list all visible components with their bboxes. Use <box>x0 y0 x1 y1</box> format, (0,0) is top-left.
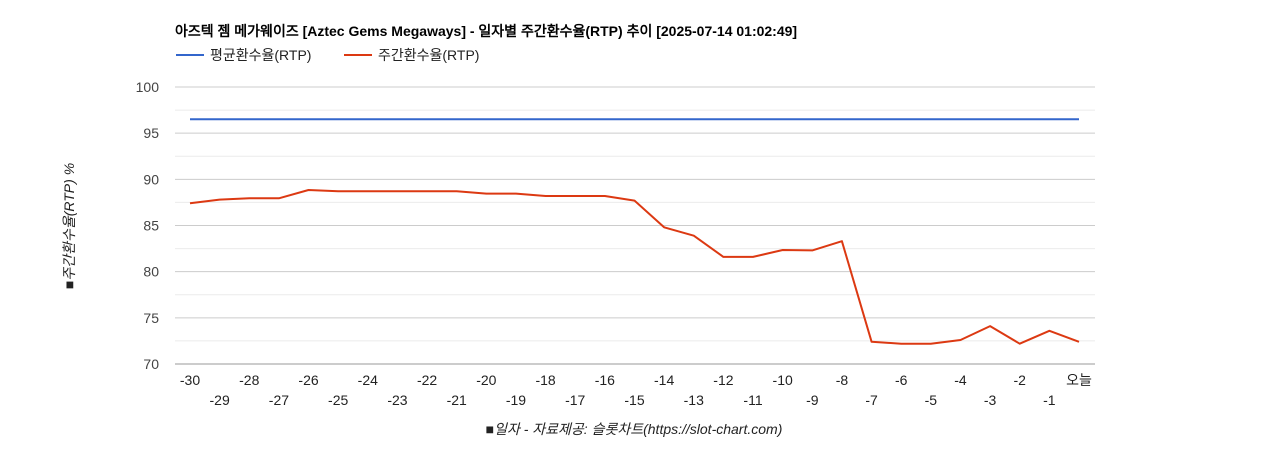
gridlines <box>175 86 1095 365</box>
x-tick-label: -20 <box>476 372 496 388</box>
x-tick-label: -6 <box>895 372 908 388</box>
x-tick-label: -18 <box>535 372 555 388</box>
x-tick-label: -11 <box>743 392 762 408</box>
y-tick-label: 100 <box>136 79 160 95</box>
x-tick-label: -9 <box>806 392 819 408</box>
x-tick-label: -23 <box>387 392 407 408</box>
legend-label-0: 평균환수율(RTP) <box>210 47 311 63</box>
x-tick-label: -2 <box>1014 372 1027 388</box>
x-tick-label: -28 <box>239 372 259 388</box>
series-layer <box>189 118 1080 345</box>
x-tick-label: -16 <box>595 372 615 388</box>
x-tick-label: -25 <box>328 392 348 408</box>
x-tick-label: -8 <box>836 372 849 388</box>
x-tick-label: -21 <box>447 392 467 408</box>
x-tick-label: -3 <box>984 392 997 408</box>
x-tick-label: -19 <box>506 392 526 408</box>
x-axis-label: ■일자 - 자료제공: 슬롯차트(https://slot-chart.com) <box>486 421 783 437</box>
x-tick-label: -7 <box>865 392 878 408</box>
x-tick-label: -4 <box>954 372 967 388</box>
x-tick-label: -17 <box>565 392 585 408</box>
x-tick-label: -12 <box>713 372 733 388</box>
legend-label-1: 주간환수율(RTP) <box>378 47 479 63</box>
x-tick-label: -1 <box>1043 392 1056 408</box>
y-tick-label: 85 <box>143 218 159 234</box>
x-tick-label: -29 <box>210 392 230 408</box>
series-line-1 <box>189 189 1080 345</box>
y-axis-label: ■주간환수율(RTP) % <box>61 163 77 289</box>
y-tick-label: 70 <box>143 356 159 372</box>
x-tick-label: -15 <box>624 392 644 408</box>
x-tick-label: 오늘 <box>1066 372 1092 388</box>
x-tick-label: -10 <box>773 372 793 388</box>
x-tick-label: -24 <box>358 372 378 388</box>
x-tick-label: -14 <box>654 372 674 388</box>
y-tick-label: 80 <box>143 264 159 280</box>
y-tick-label: 95 <box>143 125 159 141</box>
x-tick-label: -22 <box>417 372 437 388</box>
x-tick-label: -13 <box>684 392 704 408</box>
chart-title: 아즈텍 젬 메가웨이즈 [Aztec Gems Megaways] - 일자별 … <box>175 23 797 39</box>
x-tick-label: -26 <box>298 372 318 388</box>
x-tick-label: -27 <box>269 392 289 408</box>
y-tick-label: 90 <box>143 171 159 187</box>
x-tick-label: -5 <box>925 392 938 408</box>
y-tick-label: 75 <box>143 310 159 326</box>
x-axis-tick-labels: -30-29-28-27-26-25-24-23-22-21-20-19-18-… <box>180 372 1092 408</box>
legend: 평균환수율(RTP) 주간환수율(RTP) <box>176 47 479 63</box>
x-tick-label: -30 <box>180 372 200 388</box>
y-axis-tick-labels: 70 75 80 85 90 95 100 <box>136 79 160 372</box>
